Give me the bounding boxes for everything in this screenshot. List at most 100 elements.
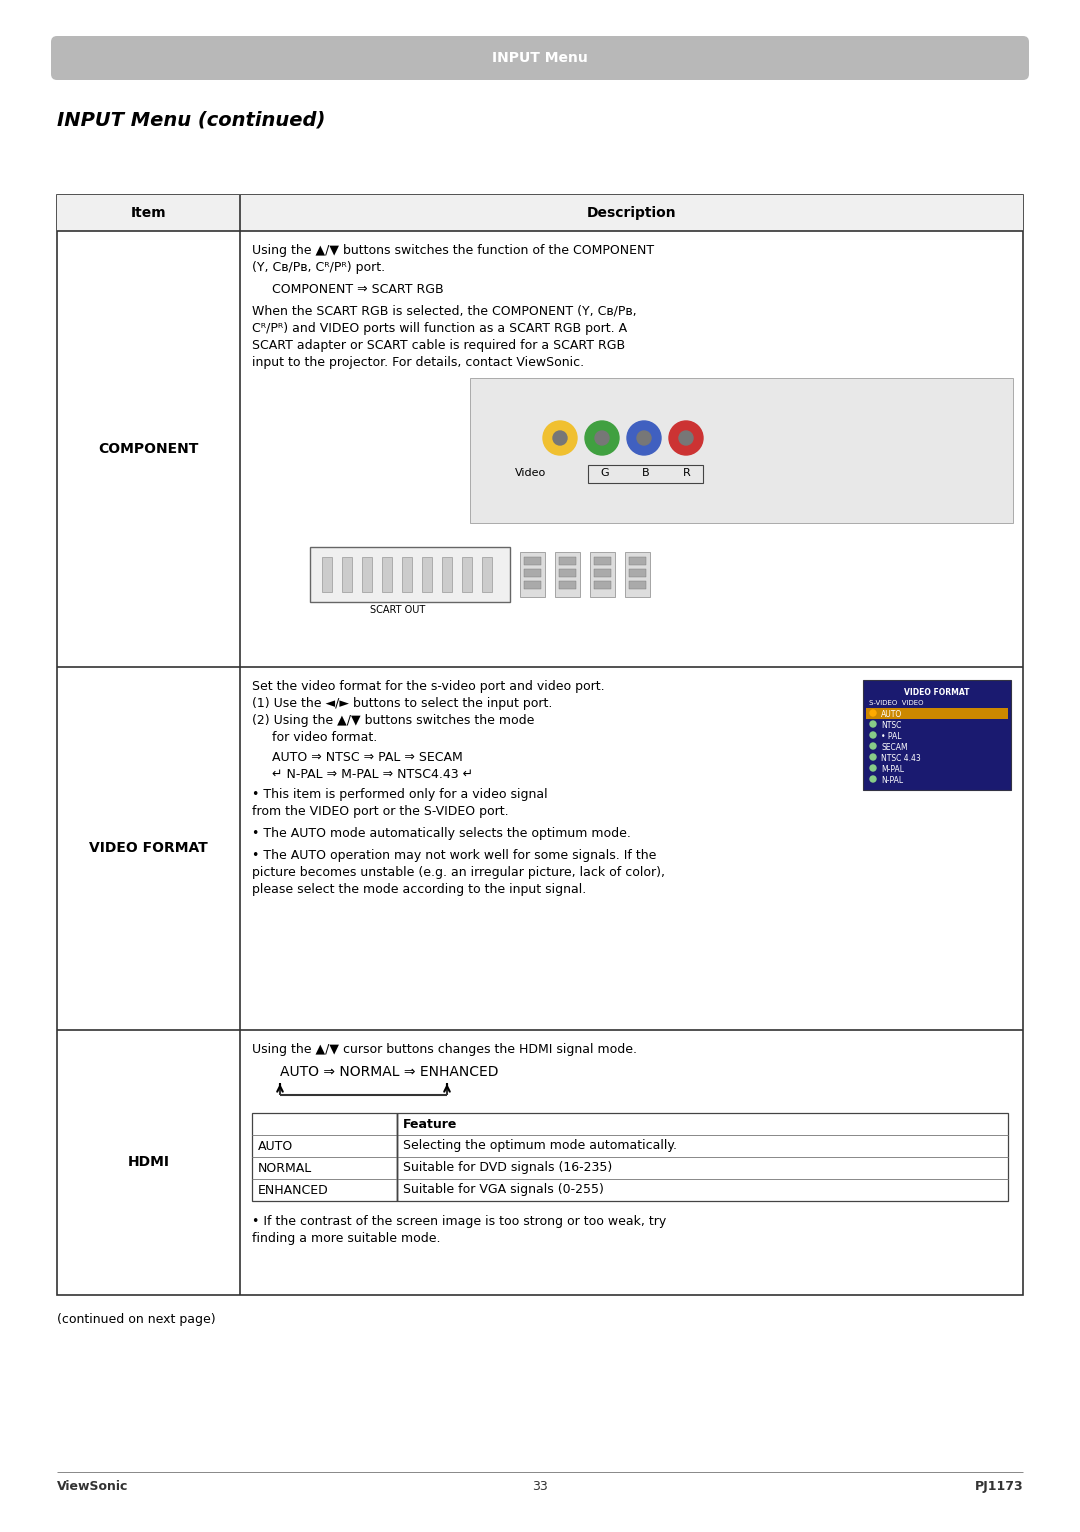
Text: S-VIDEO  VIDEO: S-VIDEO VIDEO	[869, 700, 923, 706]
Text: NTSC 4.43: NTSC 4.43	[881, 754, 921, 763]
Bar	[588, 466, 703, 483]
Text: input to the projector. For details, contact ViewSonic.: input to the projector. For details, con…	[252, 355, 584, 369]
Bar	[555, 552, 580, 597]
Text: Item: Item	[131, 205, 166, 221]
Text: M-PAL: M-PAL	[881, 764, 904, 774]
Text: (1) Use the ◄/► buttons to select the input port.: (1) Use the ◄/► buttons to select the in…	[252, 697, 552, 709]
Circle shape	[870, 777, 876, 781]
Text: COMPONENT ⇒ SCART RGB: COMPONENT ⇒ SCART RGB	[272, 283, 444, 296]
Circle shape	[870, 743, 876, 749]
Text: • PAL: • PAL	[881, 732, 902, 741]
Circle shape	[870, 764, 876, 771]
Bar	[519, 552, 545, 597]
Circle shape	[585, 421, 619, 455]
Bar	[559, 581, 576, 588]
Bar	[594, 558, 611, 565]
Text: ViewSonic: ViewSonic	[57, 1480, 129, 1494]
Text: SCART adapter or SCART cable is required for a SCART RGB: SCART adapter or SCART cable is required…	[252, 339, 625, 352]
Bar	[594, 581, 611, 588]
Bar	[470, 378, 1013, 522]
Bar	[252, 1114, 1008, 1201]
Text: (Y, Cʙ/Pʙ, Cᴿ/Pᴿ) port.: (Y, Cʙ/Pʙ, Cᴿ/Pᴿ) port.	[252, 260, 386, 274]
Text: N-PAL: N-PAL	[881, 777, 903, 784]
Bar	[594, 568, 611, 578]
Circle shape	[870, 732, 876, 738]
Text: INPUT Menu: INPUT Menu	[492, 51, 588, 64]
Text: AUTO ⇒ NORMAL ⇒ ENHANCED: AUTO ⇒ NORMAL ⇒ ENHANCED	[280, 1065, 499, 1079]
Bar	[524, 568, 541, 578]
Text: ↵ N-PAL ⇒ M-PAL ⇒ NTSC4.43 ↵: ↵ N-PAL ⇒ M-PAL ⇒ NTSC4.43 ↵	[272, 768, 473, 781]
Circle shape	[669, 421, 703, 455]
Bar	[629, 581, 646, 588]
Text: G: G	[600, 467, 609, 478]
Text: • The AUTO operation may not work well for some signals. If the: • The AUTO operation may not work well f…	[252, 849, 657, 863]
Circle shape	[679, 430, 693, 444]
Text: please select the mode according to the input signal.: please select the mode according to the …	[252, 882, 586, 896]
Bar	[524, 581, 541, 588]
Bar	[863, 680, 1011, 791]
Text: finding a more suitable mode.: finding a more suitable mode.	[252, 1232, 441, 1246]
Bar	[362, 558, 372, 591]
Text: Selecting the optimum mode automatically.: Selecting the optimum mode automatically…	[403, 1140, 677, 1152]
Bar	[57, 195, 1023, 1295]
Bar	[559, 568, 576, 578]
Text: Suitable for VGA signals (0-255): Suitable for VGA signals (0-255)	[403, 1184, 604, 1196]
Bar	[590, 552, 615, 597]
Text: • The AUTO mode automatically selects the optimum mode.: • The AUTO mode automatically selects th…	[252, 827, 631, 840]
Text: picture becomes unstable (e.g. an irregular picture, lack of color),: picture becomes unstable (e.g. an irregu…	[252, 866, 665, 879]
Bar	[629, 558, 646, 565]
Bar	[342, 558, 352, 591]
Bar	[629, 568, 646, 578]
Bar	[382, 558, 392, 591]
Circle shape	[637, 430, 651, 444]
Text: ENHANCED: ENHANCED	[258, 1184, 328, 1196]
Text: NORMAL: NORMAL	[258, 1161, 312, 1175]
Circle shape	[870, 709, 876, 715]
Bar	[402, 558, 411, 591]
Bar	[559, 558, 576, 565]
Bar	[57, 195, 1023, 231]
Circle shape	[870, 722, 876, 728]
Text: Set the video format for the s-video port and video port.: Set the video format for the s-video por…	[252, 680, 605, 692]
Text: (continued on next page): (continued on next page)	[57, 1313, 216, 1327]
Bar	[482, 558, 492, 591]
Text: AUTO ⇒ NTSC ⇒ PAL ⇒ SECAM: AUTO ⇒ NTSC ⇒ PAL ⇒ SECAM	[272, 751, 462, 764]
Circle shape	[627, 421, 661, 455]
Circle shape	[543, 421, 577, 455]
Text: B: B	[642, 467, 650, 478]
Text: SECAM: SECAM	[881, 743, 907, 752]
FancyBboxPatch shape	[51, 35, 1029, 80]
Text: AUTO: AUTO	[881, 709, 902, 719]
Bar	[322, 558, 332, 591]
Text: VIDEO FORMAT: VIDEO FORMAT	[90, 841, 207, 855]
Text: Using the ▲/▼ cursor buttons changes the HDMI signal mode.: Using the ▲/▼ cursor buttons changes the…	[252, 1043, 637, 1056]
Text: When the SCART RGB is selected, the COMPONENT (Y, Cʙ/Pʙ,: When the SCART RGB is selected, the COMP…	[252, 305, 636, 319]
Text: Description: Description	[586, 205, 676, 221]
Text: Cᴿ/Pᴿ) and VIDEO ports will function as a SCART RGB port. A: Cᴿ/Pᴿ) and VIDEO ports will function as …	[252, 322, 627, 336]
Text: COMPONENT: COMPONENT	[98, 443, 199, 457]
Text: (2) Using the ▲/▼ buttons switches the mode: (2) Using the ▲/▼ buttons switches the m…	[252, 714, 535, 728]
Text: • If the contrast of the screen image is too strong or too weak, try: • If the contrast of the screen image is…	[252, 1215, 666, 1229]
Text: SCART OUT: SCART OUT	[370, 605, 426, 614]
Bar	[524, 558, 541, 565]
Text: Suitable for DVD signals (16-235): Suitable for DVD signals (16-235)	[403, 1161, 612, 1175]
Bar	[625, 552, 650, 597]
Text: R: R	[683, 467, 691, 478]
Bar	[462, 558, 472, 591]
Bar	[866, 708, 1008, 719]
Circle shape	[870, 754, 876, 760]
Text: PJ1173: PJ1173	[974, 1480, 1023, 1494]
Text: INPUT Menu (continued): INPUT Menu (continued)	[57, 110, 325, 129]
Text: Feature: Feature	[403, 1117, 457, 1131]
Circle shape	[595, 430, 609, 444]
Circle shape	[553, 430, 567, 444]
Text: NTSC: NTSC	[881, 722, 902, 731]
Text: HDMI: HDMI	[127, 1155, 170, 1169]
Text: • This item is performed only for a video signal: • This item is performed only for a vide…	[252, 787, 548, 801]
Text: AUTO: AUTO	[258, 1140, 294, 1152]
Text: Video: Video	[515, 467, 546, 478]
Bar	[442, 558, 453, 591]
Text: Using the ▲/▼ buttons switches the function of the COMPONENT: Using the ▲/▼ buttons switches the funct…	[252, 244, 654, 257]
Text: 33: 33	[532, 1480, 548, 1494]
Bar	[422, 558, 432, 591]
